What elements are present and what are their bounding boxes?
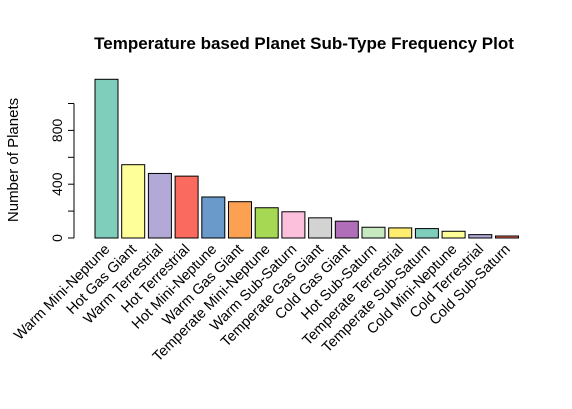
bar — [308, 217, 333, 239]
y-tick-label: 800 — [49, 119, 65, 143]
y-axis-label: Number of Planets — [5, 98, 22, 222]
bar — [281, 211, 306, 239]
bar — [254, 207, 279, 239]
bar — [414, 228, 439, 239]
bar — [468, 234, 493, 239]
chart-title: Temperature based Planet Sub-Type Freque… — [94, 34, 514, 53]
bar — [121, 164, 146, 239]
y-tick-label: 400 — [49, 172, 65, 196]
bar — [361, 226, 386, 239]
bar — [147, 172, 172, 239]
bar — [174, 175, 199, 239]
y-tick-label: 0 — [49, 234, 65, 242]
bar — [334, 220, 359, 239]
bar — [228, 201, 252, 239]
bar — [201, 196, 226, 239]
y-axis: 0 400 800 — [49, 103, 75, 242]
bar — [94, 78, 119, 239]
bar — [388, 227, 413, 239]
bars — [94, 78, 519, 239]
bar — [495, 235, 519, 239]
bar — [441, 230, 466, 239]
